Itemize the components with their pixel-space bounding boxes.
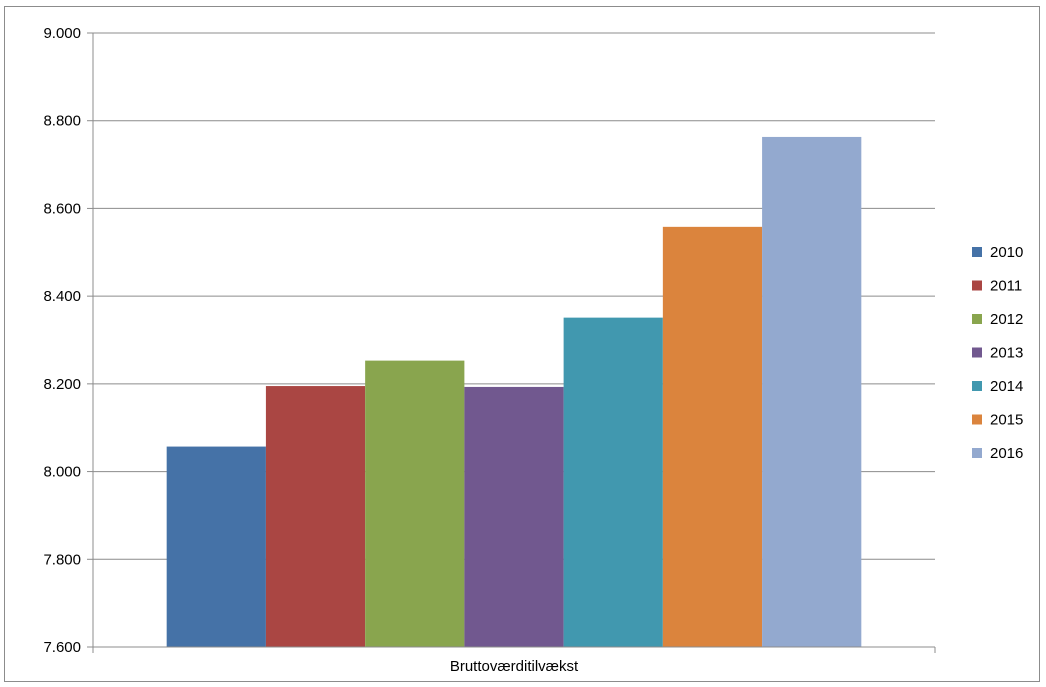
y-tick-label: 8.800: [43, 113, 81, 130]
legend-swatch: [972, 347, 982, 358]
legend-item-2010: 2010: [972, 244, 1023, 261]
legend-item-2014: 2014: [972, 378, 1023, 395]
legend-label: 2010: [990, 244, 1023, 261]
legend-swatch: [972, 247, 982, 257]
bar-2013: [464, 386, 564, 647]
y-tick-labels: 7.600 7.800 8.000 8.200 8.400 8.600 8.800 9.000: [43, 25, 81, 656]
legend-swatch: [972, 381, 982, 391]
y-tick-label: 8.600: [43, 200, 81, 217]
x-category-label: Bruttoværditilvækst: [450, 658, 579, 675]
legend-label: 2015: [990, 412, 1023, 429]
bar-2016: [762, 136, 862, 648]
y-tick-label: 8.200: [43, 376, 81, 393]
bar-2012: [365, 360, 465, 647]
legend-item-2015: 2015: [972, 412, 1023, 429]
legend-swatch: [972, 314, 982, 324]
legend-swatch: [972, 448, 982, 458]
legend-label: 2012: [990, 311, 1023, 328]
y-tick-label: 7.600: [43, 639, 81, 656]
legend-swatch: [972, 414, 982, 425]
y-tick-label: 8.400: [43, 288, 81, 305]
legend-label: 2011: [990, 278, 1022, 295]
legend-label: 2013: [990, 345, 1023, 362]
legend-item-2011: 2011: [972, 278, 1022, 295]
x-category-labels: Bruttoværditilvækst: [450, 658, 579, 675]
legend-item-2016: 2016: [972, 445, 1023, 462]
legend-swatch: [972, 280, 982, 291]
legend-label: 2014: [990, 378, 1023, 395]
legend: 2010 2011 2012 2013 2014 2015 2016: [972, 244, 1023, 462]
bar-2010: [166, 446, 266, 647]
bar-2015: [662, 226, 763, 647]
legend-item-2013: 2013: [972, 345, 1023, 362]
y-tick-label: 9.000: [43, 25, 81, 42]
bar-2014: [563, 317, 663, 647]
bars: [166, 136, 862, 648]
y-tick-label: 8.000: [43, 464, 81, 481]
y-tick-label: 7.800: [43, 551, 81, 568]
legend-item-2012: 2012: [972, 311, 1023, 328]
axes: [87, 32, 936, 653]
legend-label: 2016: [990, 445, 1023, 462]
bar-2011: [265, 386, 366, 647]
